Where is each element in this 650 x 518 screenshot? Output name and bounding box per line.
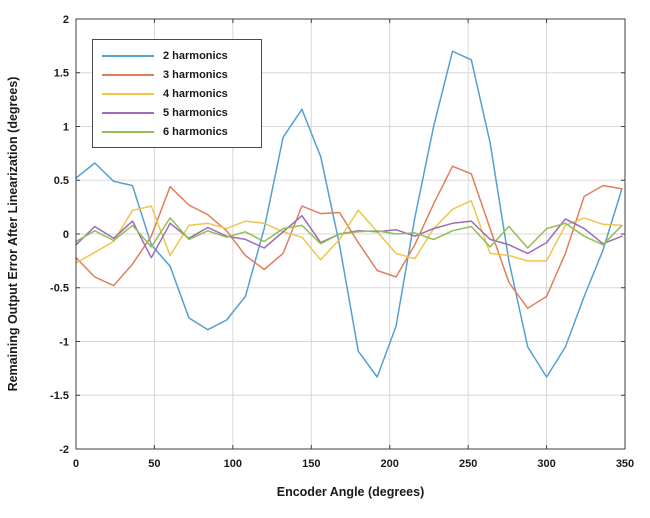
y-tick-label: -0.5 xyxy=(50,283,69,295)
x-tick-label: 350 xyxy=(616,458,634,470)
x-tick-label: 250 xyxy=(459,458,477,470)
legend-entry-label: 2 harmonics xyxy=(163,49,228,62)
legend-line-sample xyxy=(102,111,154,114)
legend-entry-label: 5 harmonics xyxy=(163,106,228,119)
y-tick-label: -2 xyxy=(59,444,69,456)
legend-entry-label: 3 harmonics xyxy=(163,68,228,81)
series-line xyxy=(75,50,623,378)
series-line xyxy=(75,217,623,249)
y-tick-label: 0.5 xyxy=(54,175,69,187)
y-tick-label: -1 xyxy=(59,336,69,348)
legend-entry-label: 6 harmonics xyxy=(163,125,228,138)
series-line xyxy=(75,165,623,309)
legend: 2 harmonics 3 harmonics 4 harmonics 5 harmo… xyxy=(92,39,262,148)
x-tick-label: 100 xyxy=(224,458,242,470)
x-tick-label: 200 xyxy=(381,458,399,470)
legend-line-sample xyxy=(102,130,154,133)
y-tick-label: 1 xyxy=(63,121,69,133)
legend-line-sample xyxy=(102,92,154,95)
x-tick-label: 0 xyxy=(73,458,79,470)
x-tick-label: 50 xyxy=(148,458,160,470)
y-tick-label: 0 xyxy=(63,229,69,241)
legend-entry: 3 harmonics xyxy=(102,65,261,84)
legend-entry: 6 harmonics xyxy=(102,122,261,141)
x-tick-label: 300 xyxy=(537,458,555,470)
x-axis-label: Encoder Angle (degrees) xyxy=(277,485,425,499)
y-tick-label: 2 xyxy=(63,14,69,26)
legend-entry: 2 harmonics xyxy=(102,46,261,65)
legend-line-sample xyxy=(102,73,154,76)
legend-entry: 4 harmonics xyxy=(102,84,261,103)
series-line xyxy=(75,199,623,264)
y-tick-label: 1.5 xyxy=(54,68,69,80)
legend-entry: 5 harmonics xyxy=(102,103,261,122)
y-tick-label: -1.5 xyxy=(50,390,69,402)
x-tick-label: 150 xyxy=(302,458,320,470)
legend-entry-label: 4 harmonics xyxy=(163,87,228,100)
y-axis-label: Remaining Output Error After Linearizati… xyxy=(6,77,20,392)
legend-line-sample xyxy=(102,54,154,57)
